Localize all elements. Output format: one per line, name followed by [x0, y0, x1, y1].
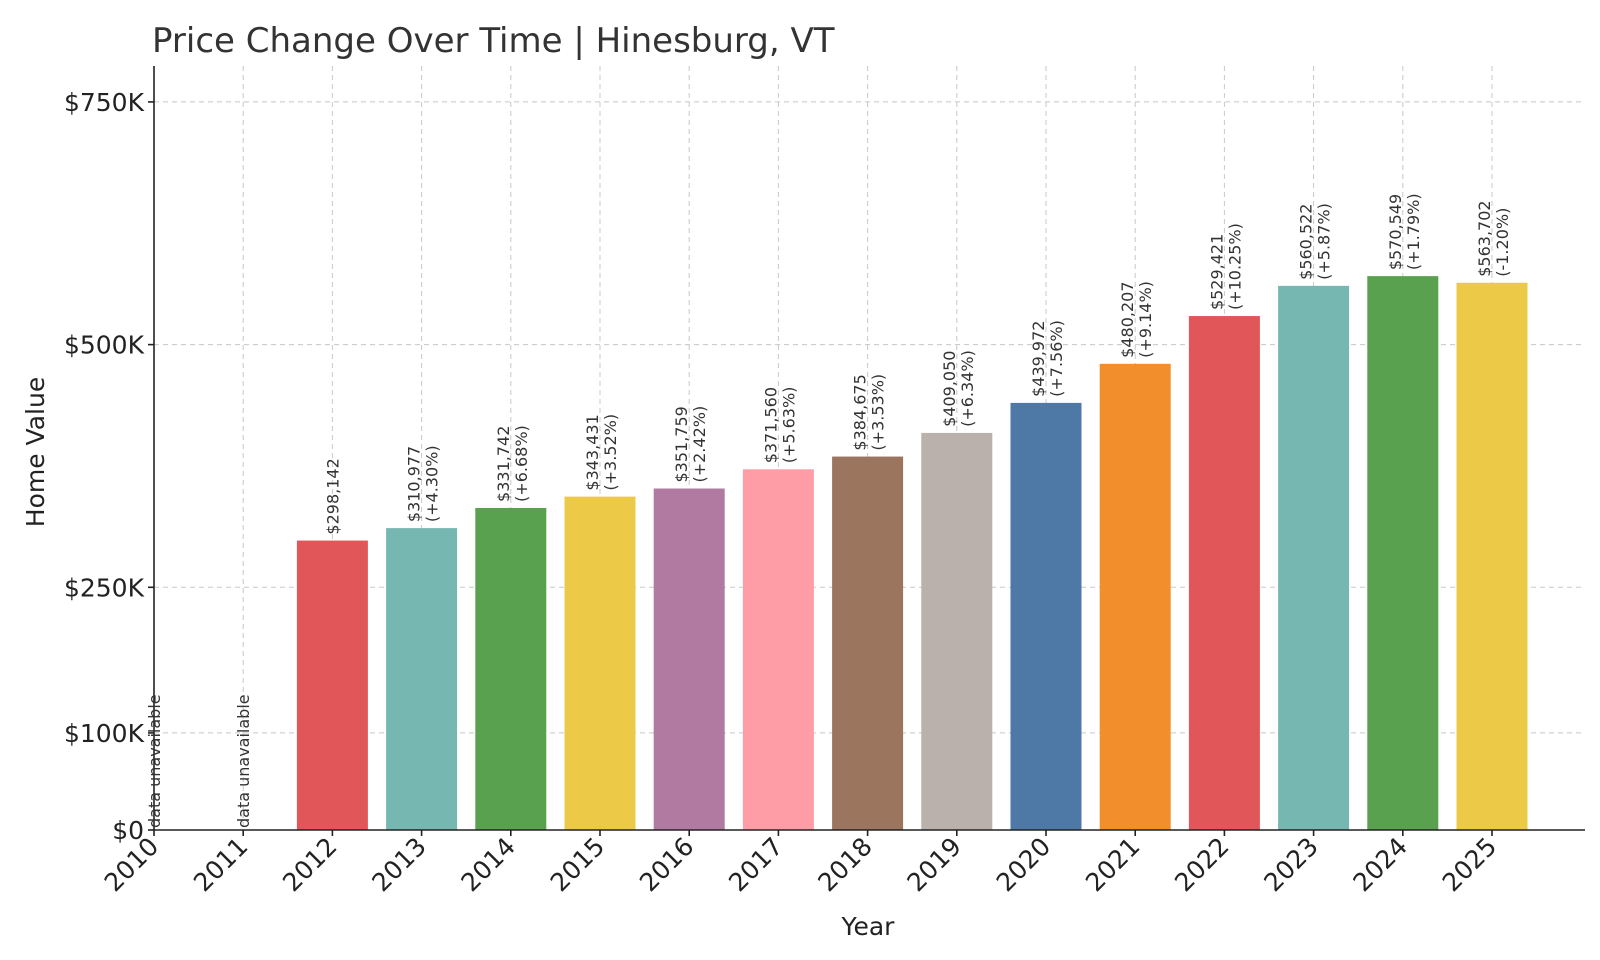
bar-2022 — [1188, 316, 1260, 830]
bar-change-label: (+3.52%) — [601, 414, 620, 491]
bar-2025 — [1456, 282, 1528, 831]
bar-change-label: (+10.25%) — [1225, 223, 1244, 310]
bar-change-label: (-1.20%) — [1493, 208, 1512, 277]
bar-value-label: $351,759 — [672, 406, 691, 482]
bar-2023 — [1278, 285, 1350, 830]
bar-change-label: (+9.14%) — [1136, 281, 1155, 358]
bar-value-label: $371,560 — [761, 387, 780, 463]
bar-change-label: (+2.42%) — [690, 406, 709, 483]
bar-value-label: $409,050 — [940, 351, 959, 427]
x-tick-label: 2020 — [991, 832, 1056, 897]
x-tick-label: 2013 — [366, 832, 431, 897]
bar-2021 — [1099, 363, 1171, 830]
chart-title: Price Change Over Time | Hinesburg, VT — [152, 21, 835, 61]
bar-value-label: $563,702 — [1475, 200, 1494, 276]
x-tick-label: 2016 — [634, 832, 699, 897]
bar-value-label: $298,142 — [323, 458, 342, 534]
x-tick-label: 2023 — [1258, 832, 1323, 897]
bar-2014 — [475, 507, 547, 830]
x-tick-label: 2019 — [902, 832, 967, 897]
bar-value-label: $343,431 — [583, 414, 602, 490]
x-tick-label: 2011 — [188, 832, 253, 897]
x-tick-label: 2014 — [456, 832, 521, 897]
bar-2018 — [832, 456, 904, 830]
bar-change-label: (+5.87%) — [1315, 203, 1334, 280]
bar-2012 — [296, 540, 368, 830]
bar-2017 — [742, 469, 814, 830]
data-unavailable-label: data unavailable — [145, 694, 164, 828]
bar-change-label: (+3.53%) — [869, 374, 888, 451]
bar-value-label: $310,977 — [405, 446, 424, 522]
bar-2015 — [564, 496, 636, 830]
y-tick-label: $0 — [112, 816, 144, 845]
y-tick-label: $100K — [64, 719, 145, 748]
x-tick-label: 2021 — [1080, 832, 1145, 897]
x-tick-label: 2024 — [1348, 832, 1413, 897]
bar-change-label: (+1.79%) — [1404, 193, 1423, 270]
label-layer: data unavailable data unavailable $298,142… — [145, 193, 1512, 828]
x-tick-label: 2018 — [812, 832, 877, 897]
y-tick-label: $750K — [64, 88, 145, 117]
bar-layer — [296, 276, 1528, 831]
bar-2016 — [653, 488, 725, 830]
y-tick-label: $500K — [64, 331, 145, 360]
bar-2024 — [1367, 276, 1439, 830]
y-axis-label: Home Value — [21, 377, 50, 527]
data-unavailable-label: data unavailable — [234, 694, 253, 828]
bar-change-label: (+7.56%) — [1047, 320, 1066, 397]
bar-value-label: $560,522 — [1297, 204, 1316, 280]
bar-value-label: $529,421 — [1207, 234, 1226, 310]
x-tick-label: 2012 — [277, 832, 342, 897]
bar-change-label: (+6.34%) — [958, 350, 977, 427]
bar-value-label: $480,207 — [1118, 281, 1137, 357]
bar-2019 — [921, 432, 993, 830]
bar-value-label: $384,675 — [851, 374, 870, 450]
x-tick-label: 2015 — [545, 832, 610, 897]
x-axis-label: Year — [841, 912, 896, 941]
x-tick-label: 2017 — [723, 832, 788, 897]
bar-2013 — [386, 528, 458, 830]
bar-2020 — [1010, 402, 1082, 830]
y-tick-label: $250K — [64, 573, 145, 602]
x-tick-label: 2022 — [1169, 832, 1234, 897]
bar-value-label: $331,742 — [494, 426, 513, 502]
bar-value-label: $439,972 — [1029, 321, 1048, 397]
x-tick-label: 2025 — [1437, 832, 1502, 897]
bar-change-label: (+5.63%) — [779, 387, 798, 464]
bar-change-label: (+4.30%) — [423, 445, 442, 522]
bar-value-label: $570,549 — [1386, 194, 1405, 270]
bar-change-label: (+6.68%) — [512, 425, 531, 502]
